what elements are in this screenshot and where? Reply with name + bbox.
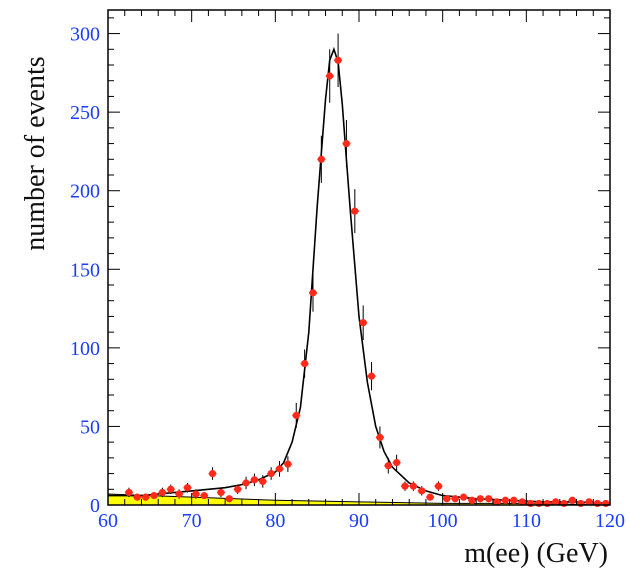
- data-point: [142, 493, 150, 501]
- y-tick-label: 200: [70, 181, 100, 203]
- x-tick-label: 70: [182, 510, 202, 532]
- data-point: [585, 498, 593, 506]
- data-point: [242, 479, 250, 487]
- data-point: [501, 496, 510, 504]
- y-tick-label: 150: [70, 259, 100, 281]
- data-point: [384, 462, 392, 470]
- data-point: [560, 499, 568, 508]
- data-point: [376, 433, 384, 442]
- data-point: [208, 469, 217, 478]
- data-point: [426, 493, 434, 501]
- data-point: [367, 372, 376, 380]
- data-point: [510, 496, 518, 504]
- data-point: [259, 477, 267, 486]
- data-point: [217, 488, 225, 497]
- data-point: [434, 482, 443, 490]
- data-point: [351, 207, 359, 215]
- data-point: [518, 498, 526, 506]
- data-point: [359, 319, 367, 327]
- data-point: [301, 359, 309, 368]
- data-point: [409, 482, 417, 490]
- data-point: [451, 495, 459, 503]
- data-point: [342, 139, 351, 148]
- data-point: [158, 488, 166, 497]
- y-tick-label: 250: [70, 102, 100, 124]
- data-point: [150, 491, 158, 500]
- data-point: [234, 485, 242, 493]
- data-point: [317, 155, 325, 163]
- data-point: [443, 495, 451, 503]
- data-point: [250, 476, 259, 484]
- data-point: [543, 499, 551, 508]
- y-tick-label: 300: [70, 24, 100, 46]
- data-point: [326, 72, 334, 80]
- x-tick-label: 110: [512, 510, 541, 532]
- data-point: [602, 499, 610, 508]
- data-point: [568, 496, 576, 504]
- data-points-layer: [124, 33, 610, 508]
- x-tick-label: 60: [98, 510, 118, 532]
- data-point: [225, 495, 233, 503]
- data-point: [133, 493, 141, 501]
- data-point: [125, 488, 133, 497]
- y-tick-label: 100: [70, 338, 100, 360]
- data-point: [459, 493, 468, 501]
- data-point: [535, 499, 543, 508]
- data-point: [192, 490, 200, 498]
- axis-ticks-layer: 60 70 80 90 100 110 120 0 50 100 150 200 250 300: [70, 10, 625, 532]
- data-point: [292, 411, 300, 420]
- x-tick-label: 80: [265, 510, 285, 532]
- data-point: [284, 460, 292, 468]
- data-point: [183, 484, 192, 492]
- x-tick-label: 120: [595, 510, 625, 532]
- data-point: [275, 465, 284, 473]
- data-point: [593, 499, 602, 508]
- y-axis-title: number of events: [20, 56, 51, 250]
- x-tick-label: 100: [428, 510, 458, 532]
- data-point: [401, 482, 409, 490]
- data-point: [468, 496, 476, 504]
- plot-frame: [107, 9, 611, 506]
- fit-curve-layer: [108, 46, 611, 505]
- data-point: [485, 495, 493, 503]
- data-point: [393, 458, 401, 467]
- data-point: [552, 498, 560, 506]
- data-point: [476, 495, 484, 503]
- y-tick-label: 50: [80, 416, 100, 438]
- data-point: [175, 490, 183, 498]
- fit-curve: [108, 46, 611, 505]
- x-tick-label: 90: [349, 510, 369, 532]
- data-point: [167, 485, 175, 493]
- data-point: [334, 56, 342, 64]
- y-tick-label: 0: [90, 495, 100, 517]
- data-point: [267, 469, 275, 478]
- data-point: [526, 499, 535, 508]
- data-point: [309, 289, 317, 297]
- data-point: [577, 499, 585, 508]
- data-point: [200, 491, 208, 500]
- x-axis-title: m(ee) (GeV): [464, 538, 608, 569]
- data-point: [418, 487, 426, 495]
- data-point: [493, 498, 501, 506]
